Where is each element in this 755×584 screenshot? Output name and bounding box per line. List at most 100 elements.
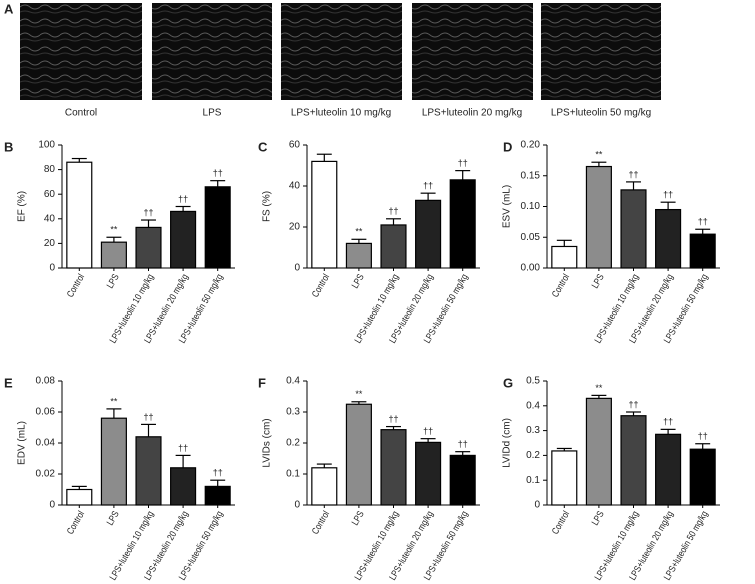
bar (585, 397, 612, 506)
echo-image (541, 3, 661, 100)
y-tick-label: 0 (294, 263, 300, 274)
echo-image (152, 3, 272, 100)
bar (345, 403, 372, 506)
bar (585, 165, 612, 269)
bar (100, 417, 127, 506)
bar (311, 160, 338, 269)
bar (689, 448, 716, 506)
x-tick-label: Control (64, 509, 86, 536)
y-tick-label: 60 (44, 189, 56, 200)
y-tick-label: 0.3 (526, 425, 540, 436)
y-tick-label: 0.15 (521, 170, 541, 181)
significance-label: †† (178, 194, 188, 204)
echo-image (412, 3, 533, 100)
y-tick-label: 0 (534, 500, 540, 511)
bar (620, 189, 647, 269)
significance-label: †† (663, 417, 673, 427)
y-tick-label: 80 (44, 164, 56, 175)
y-tick-label: 0.2 (286, 438, 300, 449)
y-tick-label: 20 (289, 222, 301, 233)
significance-label: ** (355, 227, 363, 237)
y-tick-label: 0 (49, 500, 55, 511)
significance-label: †† (423, 426, 433, 436)
x-tick-label: Control (64, 272, 86, 299)
y-tick-label: 0.4 (286, 376, 300, 387)
bar (449, 179, 476, 269)
bar-chart: CFS (%)0204060Control**LPS††LPS+luteolin… (258, 139, 480, 345)
y-tick-label: 40 (44, 213, 56, 224)
y-tick-label: 0.06 (36, 407, 56, 418)
significance-label: ** (355, 389, 363, 399)
y-tick-label: 100 (38, 140, 55, 151)
bar (655, 433, 682, 506)
significance-label: †† (698, 217, 708, 227)
bar (551, 245, 578, 269)
significance-label: ** (110, 396, 118, 406)
y-tick-label: 0.10 (521, 201, 541, 212)
y-axis-label: ESV (mL) (502, 185, 513, 228)
image-caption: LPS+luteolin 20 mg/kg (422, 108, 522, 119)
bar-chart: D ESV (mL) 0.00 0.05 0.10 0.15 0.20 Control ** LP… (502, 139, 720, 345)
bar (620, 415, 647, 506)
panel-letter: G (503, 375, 513, 390)
significance-label: †† (143, 207, 153, 217)
significance-label: †† (423, 181, 433, 191)
bar (380, 224, 407, 269)
bar (551, 450, 578, 506)
bar (689, 233, 716, 269)
significance-label: ** (595, 383, 603, 393)
bar (66, 488, 93, 506)
significance-label: ** (110, 225, 118, 235)
x-tick-label: LPS (104, 509, 121, 527)
bar (655, 208, 682, 269)
y-tick-label: 60 (289, 140, 301, 151)
echo-images (20, 3, 661, 100)
significance-label: ** (595, 150, 603, 160)
x-tick-label: Control (549, 272, 571, 299)
significance-label: †† (628, 169, 638, 179)
panel-letter: D (503, 139, 512, 154)
bar (345, 242, 372, 269)
bar (311, 467, 338, 506)
significance-label: †† (388, 206, 398, 216)
y-tick-label: 0.4 (526, 400, 540, 411)
significance-label: †† (698, 431, 708, 441)
x-tick-label: LPS (104, 272, 121, 290)
significance-label: †† (178, 443, 188, 453)
y-axis-label: EF (%) (17, 191, 28, 222)
y-axis-label: FS (%) (262, 191, 273, 222)
y-tick-label: 0.3 (286, 407, 300, 418)
significance-label: †† (458, 439, 468, 449)
y-tick-label: 0 (49, 263, 55, 274)
echo-image (20, 3, 142, 100)
bar (170, 467, 197, 506)
y-tick-label: 20 (44, 238, 56, 249)
y-tick-label: 0.1 (526, 475, 540, 486)
significance-label: †† (458, 158, 468, 168)
significance-label: †† (213, 468, 223, 478)
bar (415, 199, 442, 269)
panel-letter: E (4, 375, 13, 390)
x-tick-label: LPS (589, 509, 606, 527)
y-axis-label: EDV (mL) (17, 421, 28, 465)
y-axis-label: LVIDd (cm) (502, 418, 513, 468)
image-caption: LPS (203, 108, 222, 119)
y-tick-label: 0.5 (526, 376, 540, 387)
significance-label: †† (143, 412, 153, 422)
bar (135, 226, 162, 269)
panel-letter: C (258, 139, 268, 154)
bar-chart: G LVIDd (cm) 0 0.1 0.2 0.3 0.4 0.5 Control ** LPS †… (502, 375, 720, 582)
significance-label: †† (663, 190, 673, 200)
y-tick-label: 0.08 (36, 376, 56, 387)
panel-letter: A (4, 1, 14, 16)
bar (100, 241, 127, 269)
bar (415, 441, 442, 506)
x-tick-label: LPS (589, 272, 606, 290)
x-tick-label: LPS (349, 272, 366, 290)
panel-letter: B (4, 139, 13, 154)
bar-chart: BEF (%)020406080100Control**LPS††LPS+lut… (4, 139, 235, 345)
bar (449, 454, 476, 506)
bar (135, 436, 162, 506)
bar (66, 161, 93, 269)
